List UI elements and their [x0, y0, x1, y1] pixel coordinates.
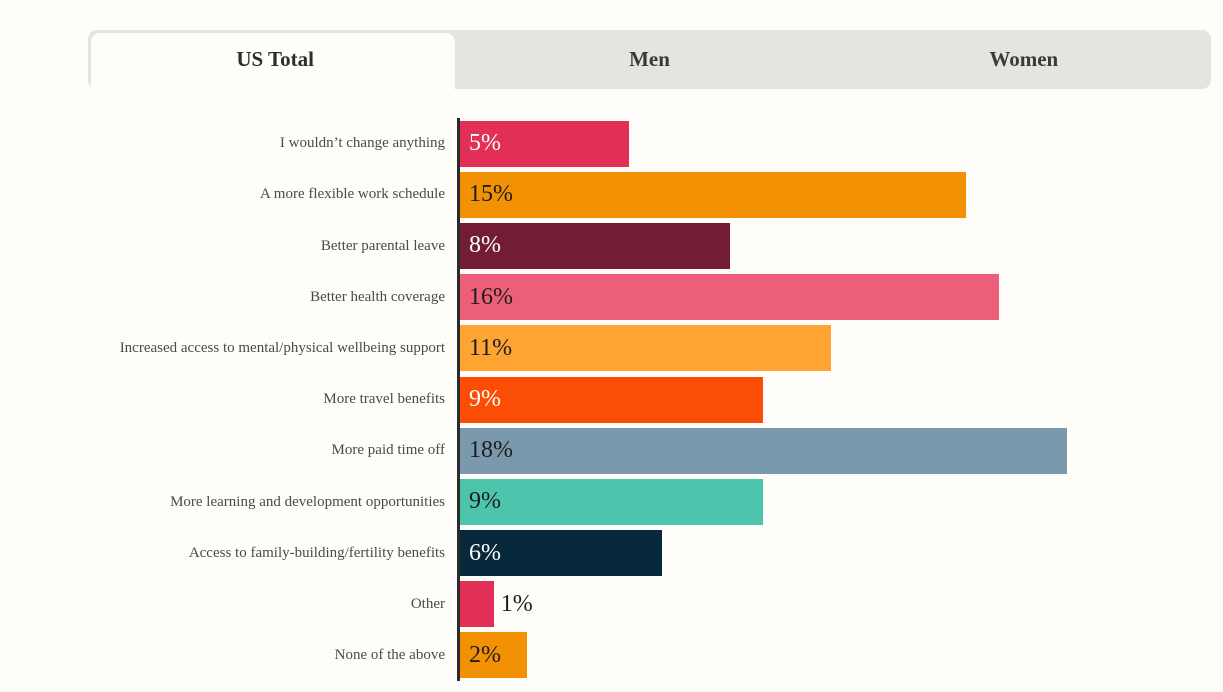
category-label: Increased access to mental/physical well…: [119, 339, 445, 356]
bar[interactable]: 9%: [460, 478, 764, 525]
category-label: More travel benefits: [323, 391, 445, 408]
chart-row: A more flexible work schedule 15%: [88, 169, 1223, 220]
value-label: 9%: [469, 386, 501, 413]
tab-men-label: Men: [629, 47, 670, 71]
category-label: Better health coverage: [310, 288, 445, 305]
bar[interactable]: 11%: [460, 325, 831, 372]
bar[interactable]: 8%: [460, 222, 730, 269]
chart-row: More learning and development opportunit…: [88, 476, 1223, 527]
tab-women[interactable]: Women: [837, 30, 1211, 89]
value-label: 5%: [469, 130, 501, 157]
plot-area: I wouldn’t change anything 5% A more fle…: [88, 118, 1223, 681]
value-label: 9%: [469, 488, 501, 515]
value-label: 15%: [469, 181, 513, 208]
bar-track: 15%: [457, 169, 1223, 220]
category-label: Other: [410, 595, 445, 612]
category-label: None of the above: [334, 647, 445, 664]
bar-track: 5%: [457, 118, 1223, 169]
bar[interactable]: 15%: [460, 171, 966, 218]
bar-track: 18%: [457, 425, 1223, 476]
category-label: Access to family-building/fertility bene…: [188, 544, 445, 561]
chart-row: Access to family-building/fertility bene…: [88, 528, 1223, 579]
bar[interactable]: 18%: [460, 427, 1067, 474]
tab-us-total[interactable]: US Total: [88, 30, 462, 89]
tabs-row: US Total Men Women: [88, 30, 1211, 89]
category-label: A more flexible work schedule: [260, 186, 445, 203]
bar[interactable]: 16%: [460, 274, 1000, 321]
chart-row: Increased access to mental/physical well…: [88, 323, 1223, 374]
value-label: 8%: [469, 232, 501, 259]
category-label: More learning and development opportunit…: [170, 493, 445, 510]
bar[interactable]: 9%: [460, 376, 764, 423]
value-label: 1%: [500, 590, 533, 617]
chart-row: I wouldn’t change anything 5%: [88, 118, 1223, 169]
tab-bar: US Total Men Women: [88, 30, 1211, 96]
y-axis-line: [457, 118, 460, 682]
value-label: 18%: [469, 437, 513, 464]
bar-track: 9%: [457, 374, 1223, 425]
bar[interactable]: 6%: [460, 530, 663, 577]
chart-row: Better health coverage 16%: [88, 272, 1223, 323]
chart-row: None of the above 2%: [88, 630, 1223, 681]
chart-row: More paid time off 18%: [88, 425, 1223, 476]
value-label: 16%: [469, 283, 513, 310]
bar-track: 16%: [457, 272, 1223, 323]
bar-track: 9%: [457, 476, 1223, 527]
bar-track: 6%: [457, 528, 1223, 579]
chart-row: Better parental leave 8%: [88, 220, 1223, 271]
bar[interactable]: 2%: [460, 632, 528, 679]
category-label: More paid time off: [331, 442, 445, 459]
bar-chart: I wouldn’t change anything 5% A more fle…: [88, 118, 1223, 682]
bar[interactable]: [460, 581, 494, 628]
chart-row: Other 1%: [88, 579, 1223, 630]
tab-us-total-label: US Total: [236, 47, 314, 71]
bar-track: 2%: [457, 630, 1223, 681]
tab-women-label: Women: [989, 47, 1059, 71]
bar-track: 8%: [457, 220, 1223, 271]
category-label: I wouldn’t change anything: [279, 135, 445, 152]
active-tab-background: [91, 33, 455, 96]
bar-track: 1%: [457, 579, 1223, 630]
category-label: Better parental leave: [320, 237, 445, 254]
value-label: 6%: [469, 539, 501, 566]
value-label: 2%: [469, 641, 501, 668]
tab-men[interactable]: Men: [462, 30, 836, 89]
bar[interactable]: 5%: [460, 120, 629, 167]
chart-row: More travel benefits 9%: [88, 374, 1223, 425]
bar-track: 11%: [457, 323, 1223, 374]
value-label: 11%: [469, 334, 513, 361]
